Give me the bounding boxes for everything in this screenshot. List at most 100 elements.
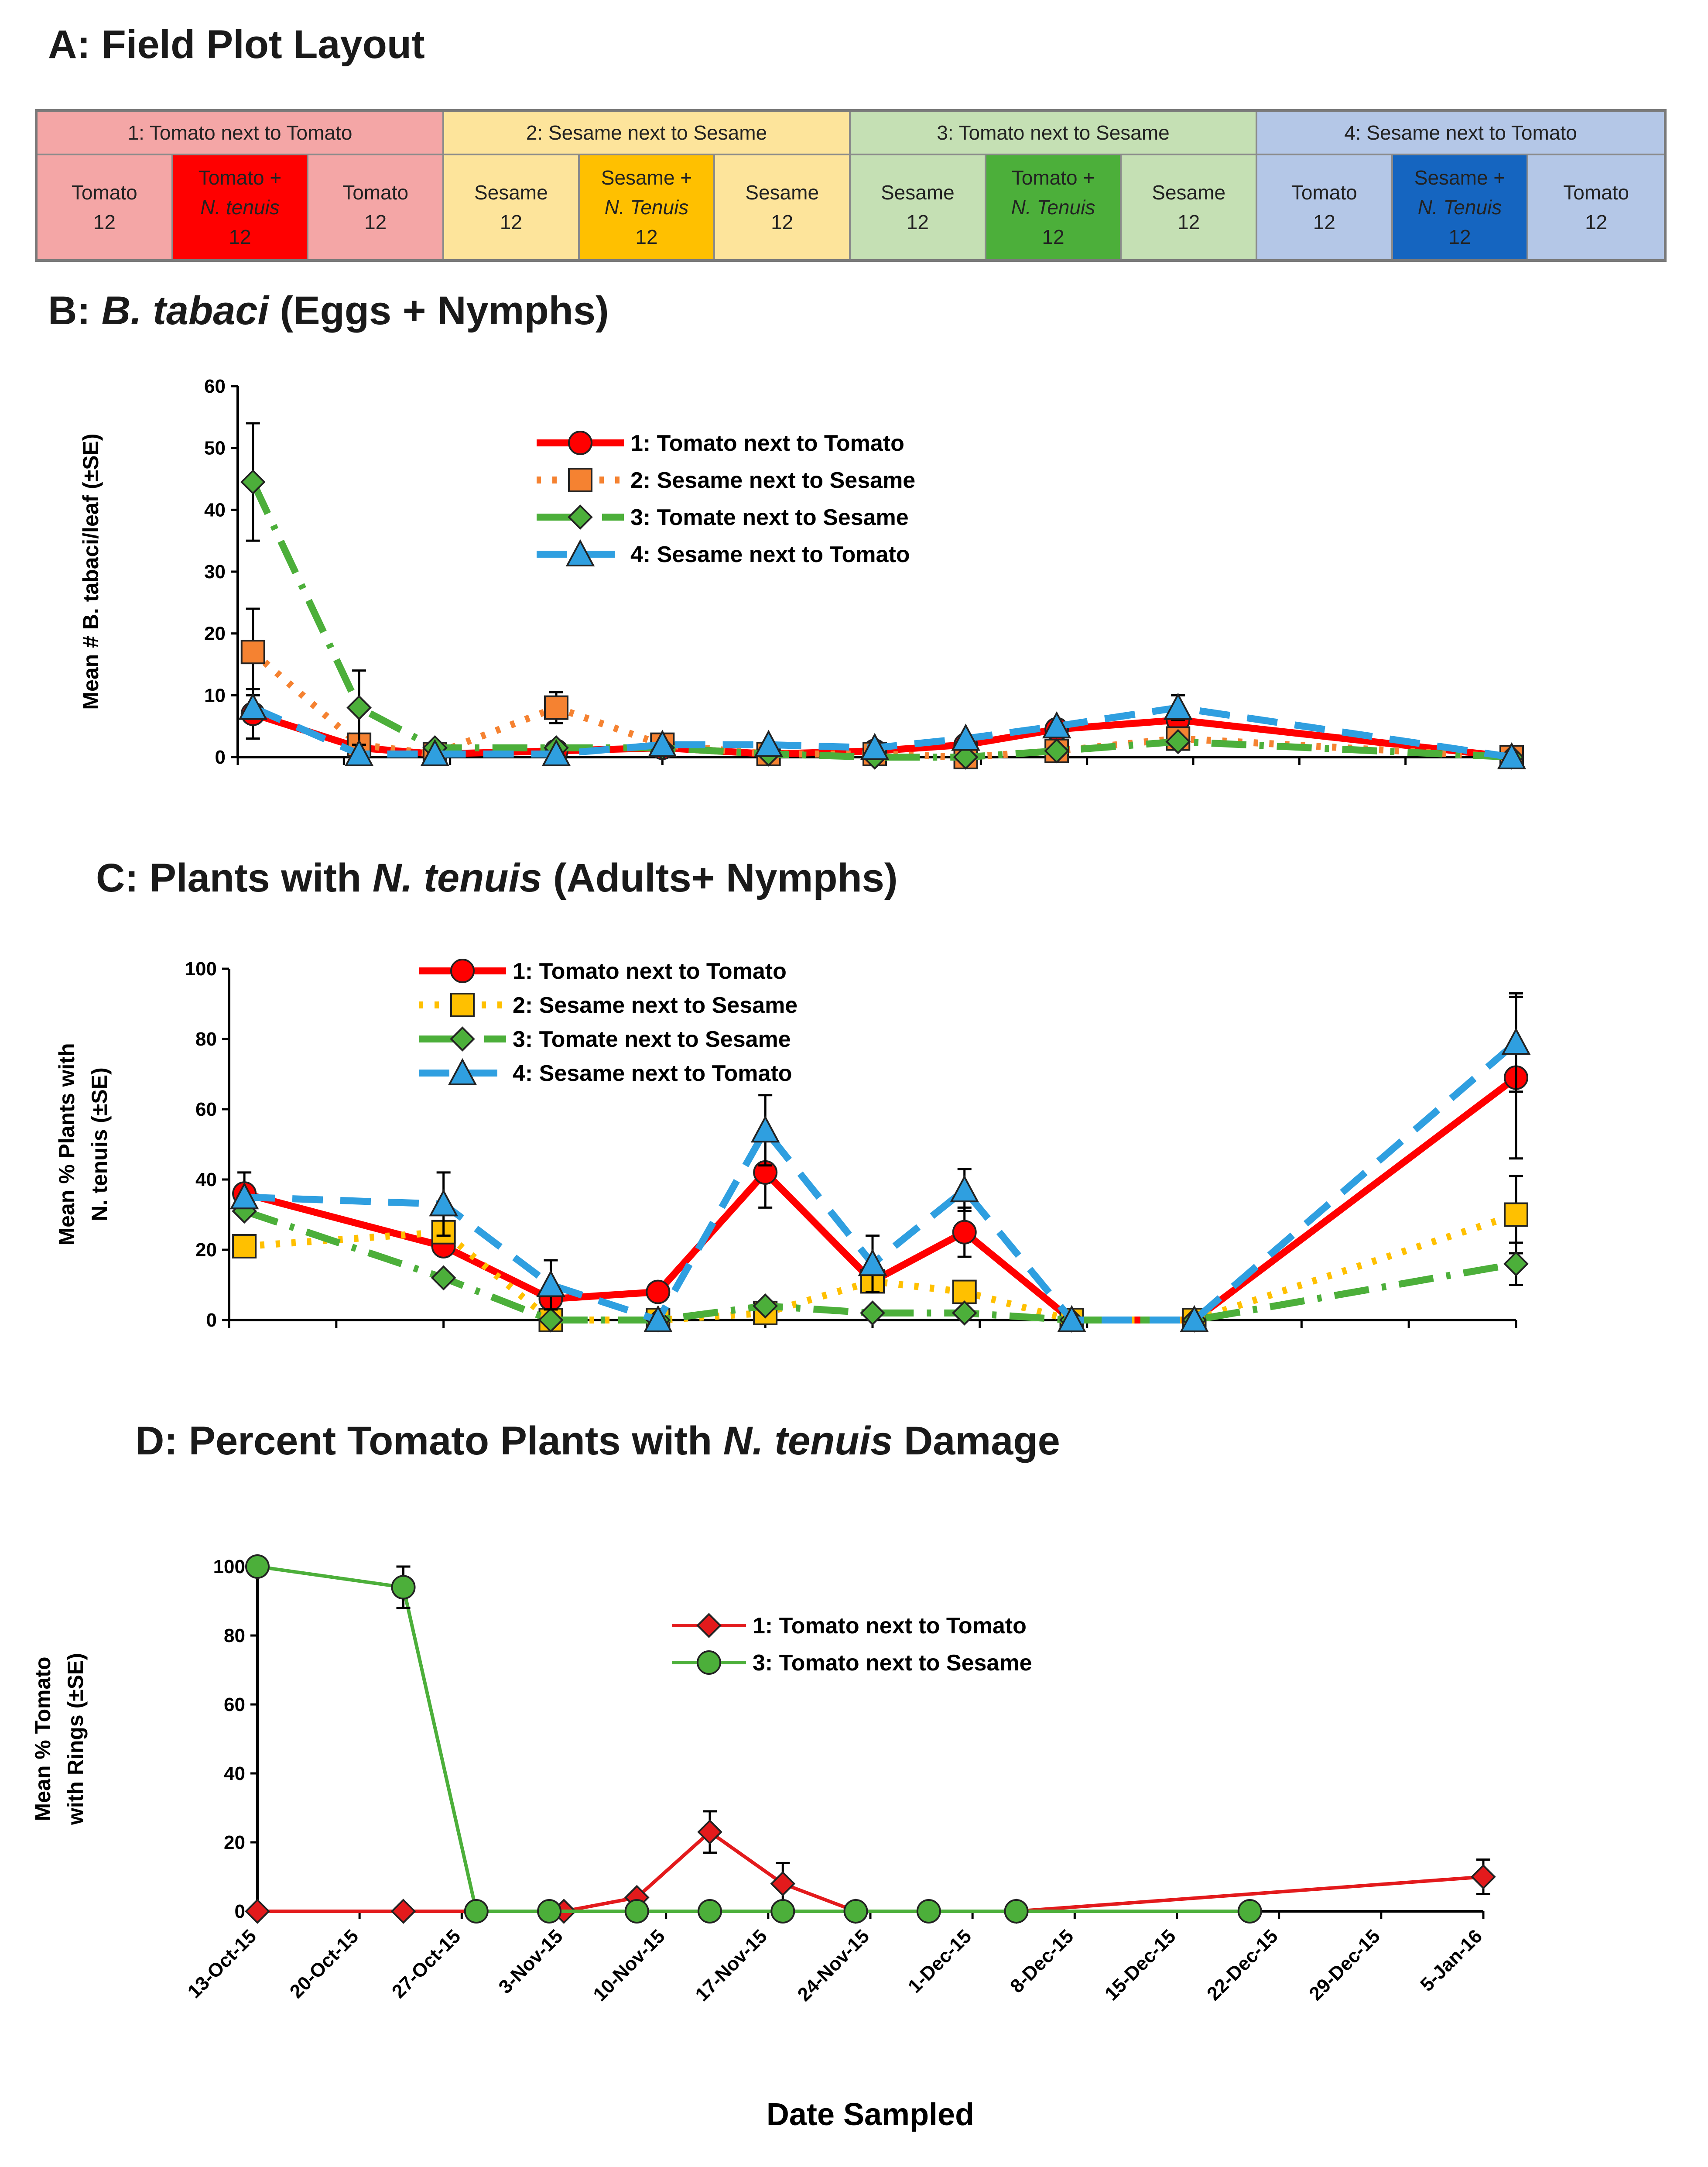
plot-cell-crop: Tomato: [1291, 181, 1357, 204]
series-2: [245, 1554, 1262, 1924]
data-point: [229, 1182, 259, 1210]
series-4: [229, 992, 1531, 1332]
legend-marker: [450, 959, 475, 983]
data-point: [953, 744, 979, 770]
plot-cell-predator: N. Tenuis: [604, 196, 689, 219]
y-tick-label: 50: [204, 438, 226, 459]
plot-cell-count: 12: [93, 211, 116, 233]
y-tick-label: 30: [204, 561, 226, 583]
data-point: [346, 695, 372, 720]
y-tick-label: 60: [224, 1694, 245, 1715]
series-line: [244, 1039, 1519, 1324]
plot-cell-count: 12: [500, 211, 522, 233]
plot-cell-crop: Sesame +: [601, 166, 692, 189]
panel-c-title-prefix: C: Plants with: [96, 856, 373, 900]
y-axis-label: Mean % Tomato: [31, 1657, 55, 1821]
panel-d-title: D: Percent Tomato Plants with N. tenuis …: [135, 1418, 1060, 1464]
legend-label: 1: Tomato next to Tomato: [513, 959, 787, 984]
plot-cell: Sesame 12: [444, 155, 580, 259]
data-point: [240, 469, 266, 495]
data-point: [544, 695, 568, 720]
y-axis-label: N. tenuis (±SE): [87, 1067, 112, 1221]
plot-cell-count: 12: [635, 226, 658, 248]
data-point: [952, 1279, 977, 1304]
data-point: [344, 739, 374, 766]
x-tick-label: 20-Oct-15: [286, 1925, 363, 2002]
data-point: [624, 1899, 649, 1924]
x-tick-label: 1-Dec-15: [904, 1925, 976, 1997]
series-1: [245, 1810, 1496, 1924]
y-tick-label: 0: [215, 747, 226, 768]
x-tick-label: 10-Nov-15: [589, 1925, 669, 2005]
y-tick-label: 60: [195, 1099, 217, 1120]
plot-cell: Tomato + N. Tenuis 12: [986, 155, 1122, 259]
series-line: [257, 1830, 1484, 1913]
plot-cell-count: 12: [364, 211, 387, 233]
y-tick-label: 60: [204, 376, 226, 397]
plot-cell-crop: Tomato +: [1011, 166, 1095, 189]
data-point: [860, 733, 890, 760]
plot-cell: Sesame + N. Tenuis 12: [579, 155, 715, 259]
data-point: [646, 1279, 671, 1304]
legend-label: 2: Sesame next to Sesame: [513, 993, 798, 1018]
plot-cell-predator: N. tenuis: [200, 196, 280, 219]
data-point: [1057, 1305, 1086, 1332]
data-point: [770, 1871, 796, 1896]
data-point: [952, 1220, 977, 1245]
plot-cell: Sesame 12: [850, 155, 986, 259]
plot-cell-count: 12: [906, 211, 929, 233]
group-header-2: 2: Sesame next to Sesame: [444, 112, 851, 155]
plot-cell-count: 12: [1042, 226, 1065, 248]
legend-label: 1: Tomato next to Tomato: [630, 431, 904, 456]
x-tick-label: 13-Oct-15: [184, 1925, 260, 2002]
data-point: [754, 730, 784, 757]
panel-c-title: C: Plants with N. tenuis (Adults+ Nymphs…: [96, 855, 898, 901]
data-point: [1165, 729, 1191, 754]
series-2: [232, 1175, 1528, 1332]
data-point: [952, 1300, 977, 1326]
y-tick-label: 10: [204, 685, 226, 706]
plot-cell: Sesame 12: [715, 155, 851, 259]
x-tick-label: 22-Dec-15: [1203, 1925, 1282, 2005]
data-point: [429, 1189, 459, 1217]
plot-cell-predator: N. Tenuis: [1417, 196, 1502, 219]
x-tick-label: 17-Nov-15: [691, 1925, 771, 2005]
data-point: [698, 1899, 722, 1924]
x-tick-label: 15-Dec-15: [1101, 1925, 1180, 2005]
y-tick-label: 40: [195, 1169, 217, 1190]
plot-cell-count: 12: [1313, 211, 1335, 233]
chart-c: 0 20 40 60 80 100 Mean % Plants with N. tenuis …: [55, 958, 1531, 1333]
y-tick-label: 80: [195, 1029, 217, 1050]
legend-marker: [565, 539, 595, 566]
plot-cell: Tomato 12: [1528, 155, 1664, 259]
data-point: [1501, 1027, 1531, 1055]
data-point: [538, 1307, 564, 1333]
data-point: [950, 1175, 979, 1203]
legend-label: 3: Tomato next to Sesame: [753, 1650, 1032, 1676]
y-axis-label: with Rings (±SE): [63, 1653, 88, 1825]
legend-label: 2: Sesame next to Sesame: [630, 468, 915, 493]
x-axis-label: Date Sampled: [767, 2097, 974, 2132]
plot-cell: Tomato 12: [1257, 155, 1393, 259]
plot-cell: Tomato 12: [308, 155, 444, 259]
plot-cell: Sesame + N. Tenuis 12: [1393, 155, 1529, 259]
plot-cell-count: 12: [229, 226, 251, 248]
plot-cell-crop: Sesame: [880, 181, 955, 204]
panel-b-title-prefix: B:: [48, 288, 102, 333]
data-point: [420, 739, 450, 766]
plot-cell-crop: Sesame +: [1414, 166, 1506, 189]
legend-label: 4: Sesame next to Tomato: [630, 542, 910, 567]
panel-a-title: A: Field Plot Layout: [48, 22, 425, 67]
panel-b-title-italic: B. tabaci: [101, 288, 269, 333]
plot-cell-crop: Sesame: [474, 181, 548, 204]
plot-cell-count: 12: [771, 211, 794, 233]
legend-marker: [568, 504, 593, 530]
x-tick-label: 5-Jan-16: [1416, 1925, 1486, 1996]
data-point: [697, 1819, 722, 1845]
data-point: [541, 739, 571, 766]
chart-b: 0 10 20 30 40 50 60 Mean # B. tabaci/leaf (±SE)…: [79, 376, 1527, 770]
y-axis-label: Mean % Plants with: [55, 1043, 79, 1246]
data-point: [750, 1115, 780, 1143]
data-point: [537, 1899, 562, 1924]
